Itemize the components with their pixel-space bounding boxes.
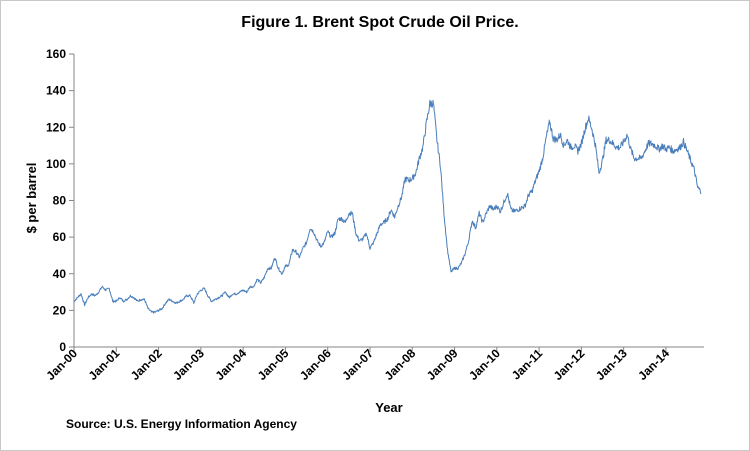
y-tick-label: 0 [59, 340, 66, 354]
y-tick-label: 40 [53, 267, 67, 281]
x-axis-title: Year [375, 400, 402, 415]
x-tick-label: Jan-04 [212, 346, 249, 383]
x-tick-label: Jan-13 [593, 346, 630, 383]
x-tick-label: Jan-03 [170, 346, 207, 383]
x-tick-label: Jan-11 [509, 346, 546, 383]
y-tick-label: 160 [46, 47, 66, 61]
y-axis-ticks: 0 20 40 60 80 100 120 140 160 [46, 47, 74, 354]
x-tick-label: Jan-08 [382, 346, 419, 383]
x-tick-label: Jan-05 [255, 346, 292, 383]
x-tick-label: Jan-06 [297, 346, 334, 383]
x-tick-label: Jan-07 [339, 346, 376, 383]
y-axis-title: $ per barrel [24, 163, 39, 234]
y-tick-label: 100 [46, 157, 66, 171]
x-tick-label: Jan-14 [635, 346, 672, 383]
x-tick-label: Jan-12 [551, 346, 588, 383]
x-tick-label: Jan-09 [424, 346, 461, 383]
series-line [73, 99, 702, 314]
y-tick-label: 120 [46, 120, 66, 134]
y-tick-label: 140 [46, 84, 66, 98]
y-tick-label: 60 [53, 230, 67, 244]
y-tick-label: 20 [53, 303, 67, 317]
x-axis-ticks: Jan-00 Jan-01 Jan-02 Jan-03 Jan-04 Jan-05 Jan-… [43, 346, 672, 383]
x-tick-label: Jan-10 [466, 346, 503, 383]
chart-title: Figure 1. Brent Spot Crude Oil Price. [241, 14, 518, 31]
x-tick-label: Jan-01 [86, 346, 123, 383]
source-note: Source: U.S. Energy Information Agency [66, 417, 297, 431]
y-tick-label: 80 [53, 194, 67, 208]
x-tick-label: Jan-02 [128, 346, 165, 383]
